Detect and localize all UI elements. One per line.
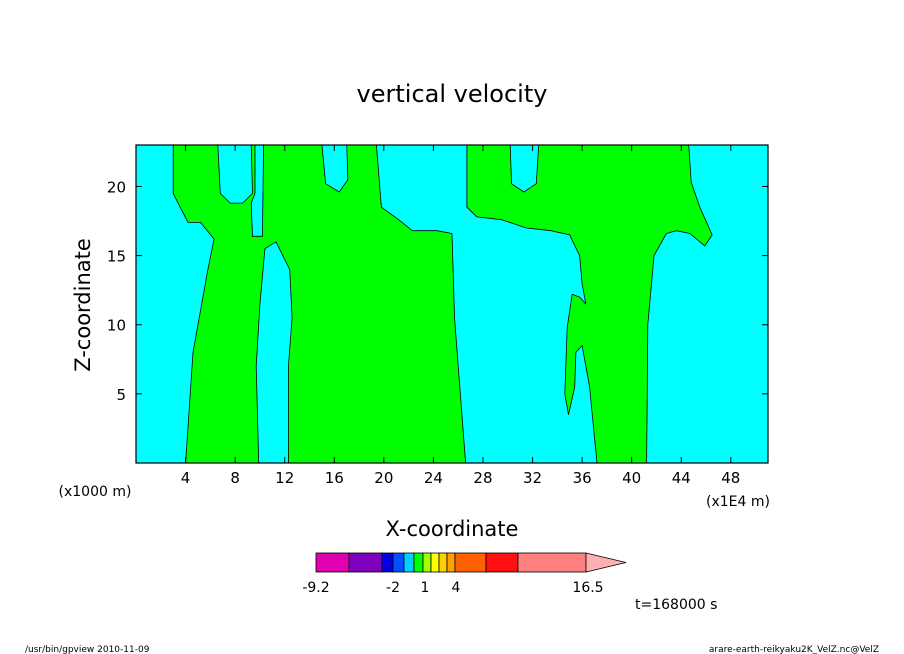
footer-right: arare-earth-reikyaku2K_VelZ.nc@VelZ (709, 645, 879, 654)
x-tick-label: 28 (473, 469, 492, 487)
colorbar-arrow (585, 552, 627, 573)
x-tick-label: 12 (275, 469, 294, 487)
plot-frame (135, 144, 769, 464)
y-tick-label: 15 (107, 248, 126, 266)
positive-region-1 (172, 145, 466, 463)
y-axis-ticks: 5 10 15 20 (107, 178, 768, 404)
colorbar-labels: -9.2 -2 1 4 16.5 (302, 580, 603, 596)
colorbar-swatch (454, 552, 487, 573)
colorbar-swatch (403, 552, 415, 573)
x-tick-label: 44 (672, 469, 691, 487)
x-axis-ticks: 4 8 12 16 20 24 28 32 36 40 44 48 (181, 145, 740, 487)
time-label: t=168000 s (635, 597, 717, 613)
colorbar-swatch (381, 552, 394, 573)
x-axis-label: X-coordinate (386, 517, 519, 541)
colorbar-swatch (517, 552, 587, 573)
chart-title: vertical velocity (357, 80, 548, 108)
colorbar-swatch (446, 552, 456, 573)
positive-region-2 (466, 145, 713, 463)
colorbar (315, 552, 627, 573)
x-tick-label: 20 (374, 469, 393, 487)
colorbar-swatch (413, 552, 424, 573)
x-unit-left: (x1000 m) (59, 484, 132, 500)
colorbar-swatch (315, 552, 350, 573)
colorbar-swatch (430, 552, 440, 573)
x-tick-label: 36 (573, 469, 592, 487)
contour-regions (172, 145, 713, 463)
x-unit-right: (x1E4 m) (706, 494, 770, 510)
colorbar-label: -9.2 (302, 580, 329, 596)
colorbar-label: 4 (452, 580, 461, 596)
x-tick-label: 48 (721, 469, 740, 487)
colorbar-swatch (348, 552, 383, 573)
colorbar-swatch (392, 552, 405, 573)
x-tick-label: 32 (523, 469, 542, 487)
x-tick-label: 16 (325, 469, 344, 487)
colorbar-label: -2 (386, 580, 400, 596)
colorbar-label: 16.5 (572, 580, 603, 596)
footer-left: /usr/bin/gpview 2010-11-09 (25, 645, 150, 654)
colorbar-swatch (485, 552, 519, 573)
colorbar-label: 1 (421, 580, 430, 596)
y-tick-label: 20 (107, 178, 126, 196)
x-tick-label: 4 (181, 469, 191, 487)
colorbar-swatch (438, 552, 448, 573)
x-tick-label: 8 (230, 469, 240, 487)
y-tick-label: 5 (116, 386, 126, 404)
x-tick-label: 40 (622, 469, 641, 487)
colorbar-swatch (422, 552, 432, 573)
x-tick-label: 24 (424, 469, 443, 487)
y-tick-label: 10 (107, 317, 126, 335)
y-axis-label: Z-coordinate (71, 238, 95, 372)
